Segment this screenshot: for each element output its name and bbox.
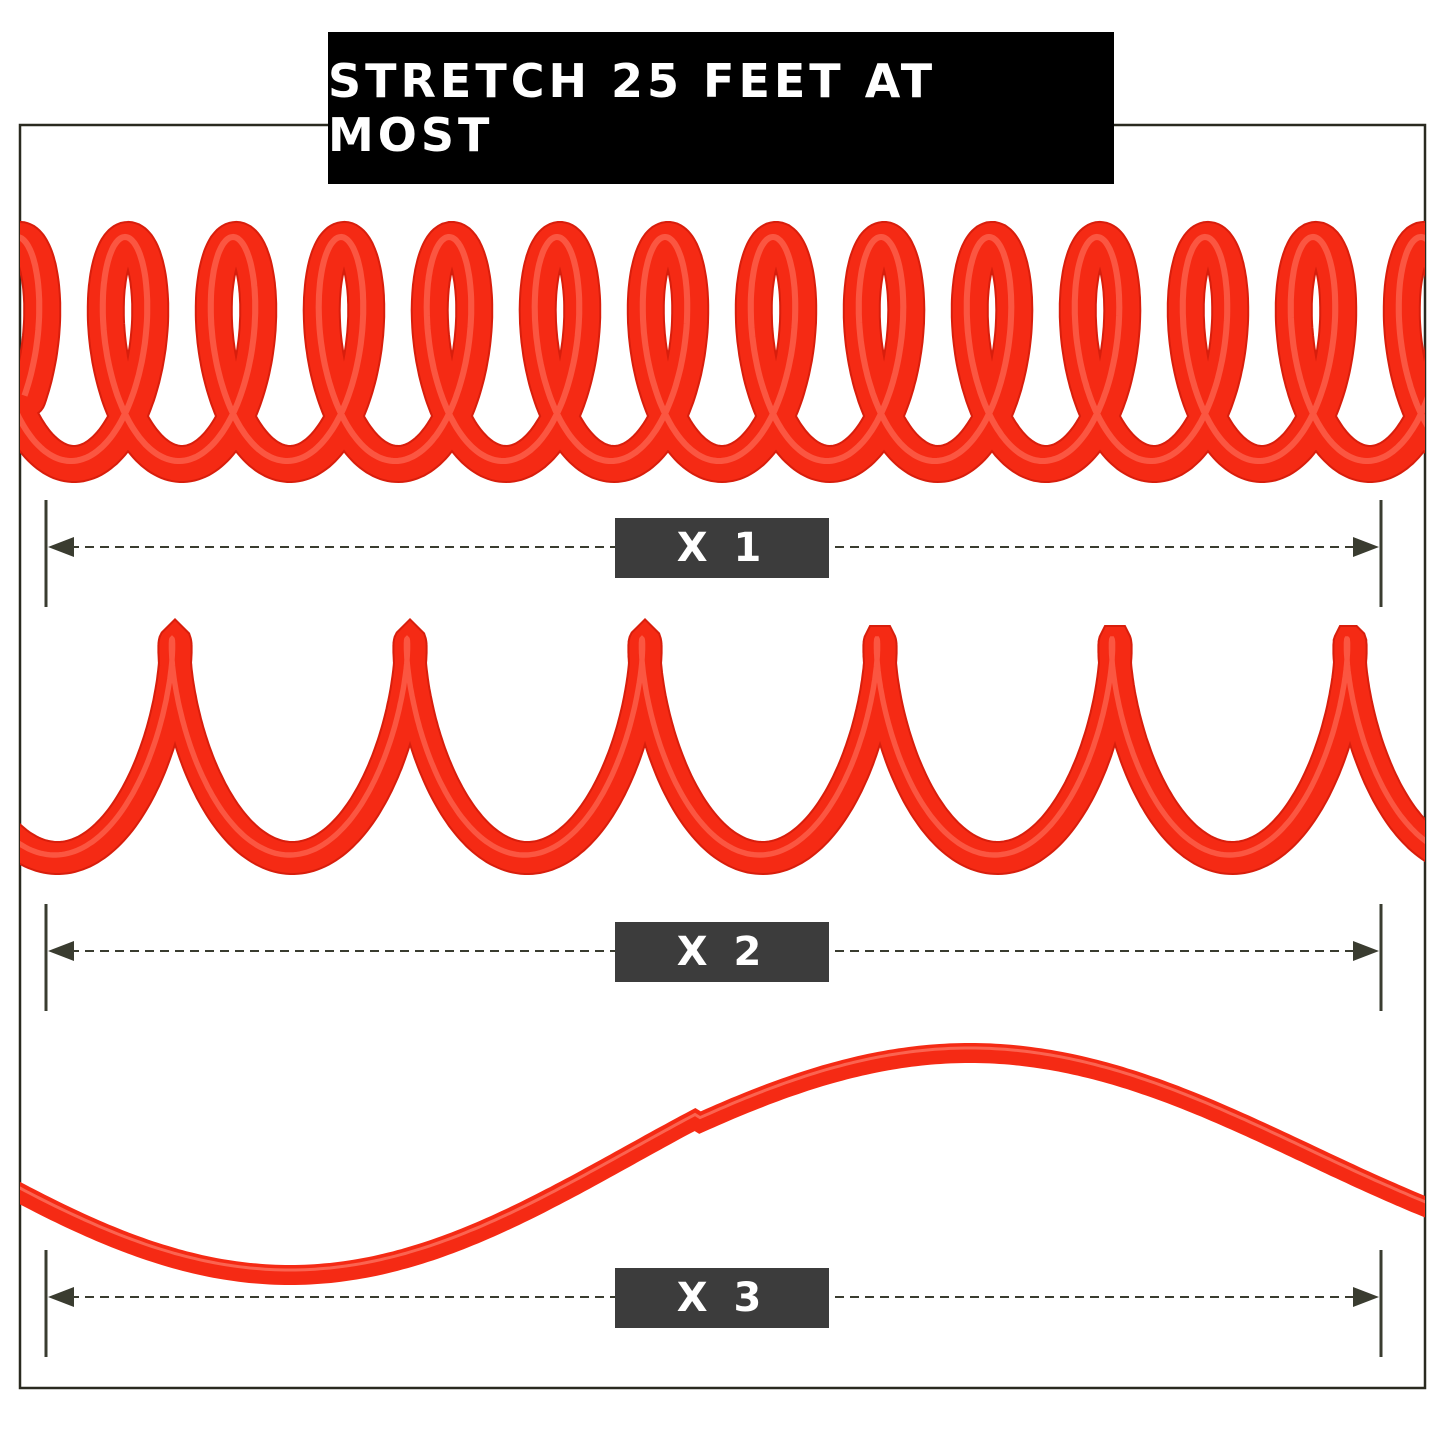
arrow-left-icon — [48, 537, 74, 557]
hose-coil-x2-highlight — [20, 635, 1425, 858]
arrow-right-icon — [1353, 1287, 1379, 1307]
hose-coil-x1-highlight — [20, 233, 1425, 465]
hose-coil-x2 — [20, 620, 1425, 874]
stretch-label-x1: X 1 — [615, 518, 829, 578]
title-banner: STRETCH 25 FEET AT MOST — [328, 32, 1114, 184]
arrow-right-icon — [1353, 537, 1379, 557]
arrow-right-icon — [1353, 941, 1379, 961]
arrow-left-icon — [48, 1287, 74, 1307]
hose-wave-x3-highlight — [20, 1046, 1425, 1272]
arrow-left-icon — [48, 941, 74, 961]
stretch-label-x3: X 3 — [615, 1268, 829, 1328]
hose-wave-x3 — [20, 1043, 1425, 1285]
stretch-label-x2: X 2 — [615, 922, 829, 982]
